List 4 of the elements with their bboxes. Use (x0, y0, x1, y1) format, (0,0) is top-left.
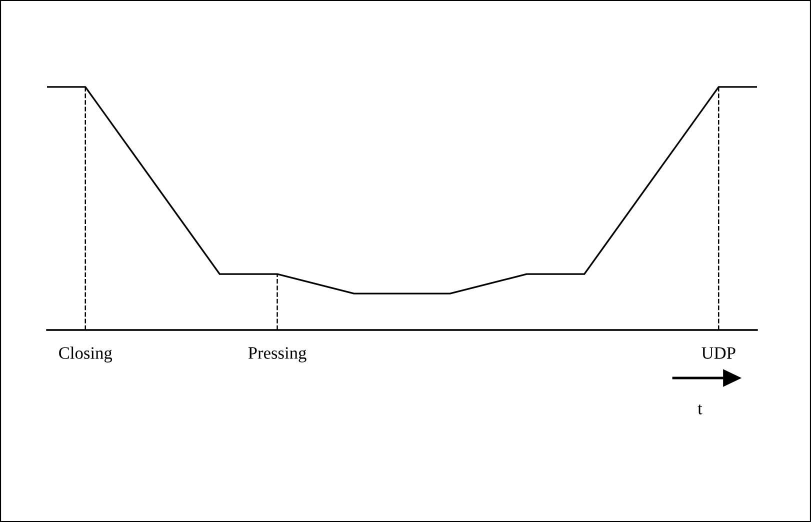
x-tick-label: UDP (702, 347, 736, 359)
x-tick-label: Pressing (248, 347, 306, 362)
text: t (698, 404, 702, 414)
x-tick-label: Closing (59, 346, 112, 362)
